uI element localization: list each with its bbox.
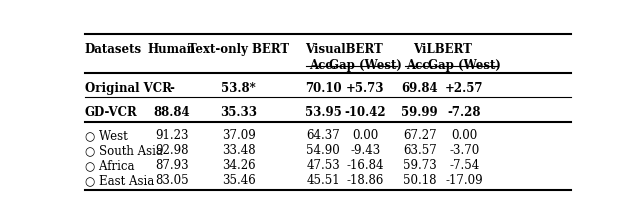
Text: ○ Africa: ○ Africa: [85, 159, 134, 172]
Text: ○ South Asia: ○ South Asia: [85, 144, 163, 157]
Text: 53.8*: 53.8*: [221, 82, 256, 95]
Text: +2.57: +2.57: [445, 82, 484, 95]
Text: ○ East Asia: ○ East Asia: [85, 174, 154, 187]
Text: 91.23: 91.23: [155, 129, 189, 142]
Text: 47.53: 47.53: [306, 159, 340, 172]
Text: 0.00: 0.00: [352, 129, 378, 142]
Text: Gap (West): Gap (West): [428, 59, 501, 72]
Text: 34.26: 34.26: [222, 159, 255, 172]
Text: -10.42: -10.42: [344, 106, 386, 119]
Text: ○ West: ○ West: [85, 129, 128, 142]
Text: 35.46: 35.46: [222, 174, 255, 187]
Text: 87.93: 87.93: [155, 159, 189, 172]
Text: Acc.: Acc.: [309, 59, 337, 72]
Text: 53.95: 53.95: [305, 106, 341, 119]
Text: 83.05: 83.05: [155, 174, 189, 187]
Text: 92.98: 92.98: [155, 144, 189, 157]
Text: Original VCR: Original VCR: [85, 82, 172, 95]
Text: 0.00: 0.00: [451, 129, 477, 142]
Text: -16.84: -16.84: [346, 159, 384, 172]
Text: 63.57: 63.57: [403, 144, 436, 157]
Text: 45.51: 45.51: [306, 174, 340, 187]
Text: Text-only BERT: Text-only BERT: [188, 43, 289, 56]
Text: 59.73: 59.73: [403, 159, 436, 172]
Text: 64.37: 64.37: [306, 129, 340, 142]
Text: 59.99: 59.99: [401, 106, 438, 119]
Text: 50.18: 50.18: [403, 174, 436, 187]
Text: 37.09: 37.09: [222, 129, 255, 142]
Text: ViLBERT: ViLBERT: [413, 43, 472, 56]
Text: -9.43: -9.43: [350, 144, 380, 157]
Text: Human: Human: [148, 43, 196, 56]
Text: -: -: [170, 82, 174, 95]
Text: 35.33: 35.33: [220, 106, 257, 119]
Text: Gap (West): Gap (West): [329, 59, 402, 72]
Text: -18.86: -18.86: [346, 174, 384, 187]
Text: Datasets: Datasets: [85, 43, 142, 56]
Text: Acc.: Acc.: [406, 59, 433, 72]
Text: 70.10: 70.10: [305, 82, 341, 95]
Text: 33.48: 33.48: [222, 144, 255, 157]
Text: 88.84: 88.84: [154, 106, 190, 119]
Text: VisualBERT: VisualBERT: [305, 43, 383, 56]
Text: -17.09: -17.09: [445, 174, 483, 187]
Text: -3.70: -3.70: [449, 144, 479, 157]
Text: GD-VCR: GD-VCR: [85, 106, 138, 119]
Text: 67.27: 67.27: [403, 129, 436, 142]
Text: -7.28: -7.28: [447, 106, 481, 119]
Text: +5.73: +5.73: [346, 82, 385, 95]
Text: 54.90: 54.90: [306, 144, 340, 157]
Text: -7.54: -7.54: [449, 159, 479, 172]
Text: 69.84: 69.84: [401, 82, 438, 95]
